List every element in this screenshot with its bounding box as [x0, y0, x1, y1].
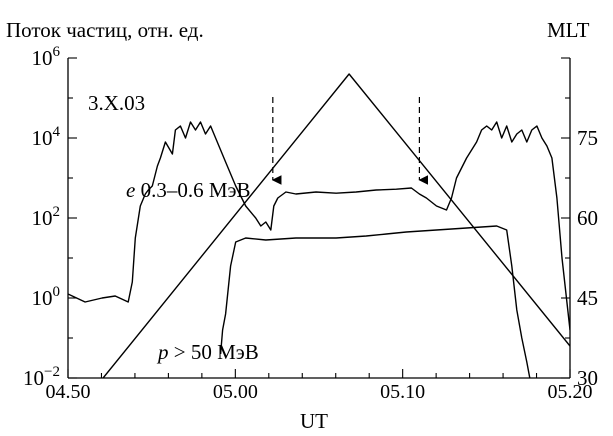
y-tick-label: 10−2: [23, 364, 60, 390]
y2-axis-label: MLT: [547, 18, 590, 42]
x-tick-label: 05.00: [213, 381, 258, 403]
series-label-protons: p > 50 МэВ: [158, 342, 259, 363]
y-tick-label: 106: [32, 44, 61, 70]
y-tick-label: 102: [32, 204, 61, 230]
axes-frame: [67, 58, 571, 379]
series-label-electrons: e 0.3–0.6 МэВ: [126, 180, 251, 201]
y-axis-ticks: 106 104 102 100 10−2: [23, 44, 77, 390]
date-annotation: 3.X.03: [88, 91, 146, 115]
y-tick-label: 100: [32, 284, 61, 310]
series-label-protons-energy: > 50 МэВ: [168, 340, 259, 364]
x-tick-label: 05.10: [380, 381, 425, 403]
x-tick-label: 05.20: [548, 381, 593, 403]
series-label-electrons-symbol: e: [126, 178, 136, 202]
electron-flux-line: [68, 121, 570, 331]
x-tick-label: 04.50: [46, 381, 91, 403]
y-tick-label: 104: [32, 124, 61, 150]
x-axis-ticks: 04.50 05.00 05.10 05.20: [46, 369, 593, 403]
proton-flux-line: [219, 225, 531, 378]
y2-tick-label: 30: [577, 366, 598, 390]
y-axis-label: Поток частиц, отн. ед.: [6, 18, 204, 42]
series-group: [68, 73, 570, 378]
y2-tick-label: 75: [577, 126, 598, 150]
x-axis-label: UT: [300, 409, 328, 433]
arrow-annotations: [271, 97, 429, 185]
series-label-electrons-energy: 0.3–0.6 МэВ: [135, 178, 251, 202]
y2-tick-label: 45: [577, 286, 598, 310]
y2-axis-ticks: 75 60 45 30: [561, 57, 598, 390]
y2-tick-label: 60: [577, 206, 598, 230]
series-label-protons-symbol: p: [158, 340, 169, 364]
mlt-line: [102, 73, 570, 378]
